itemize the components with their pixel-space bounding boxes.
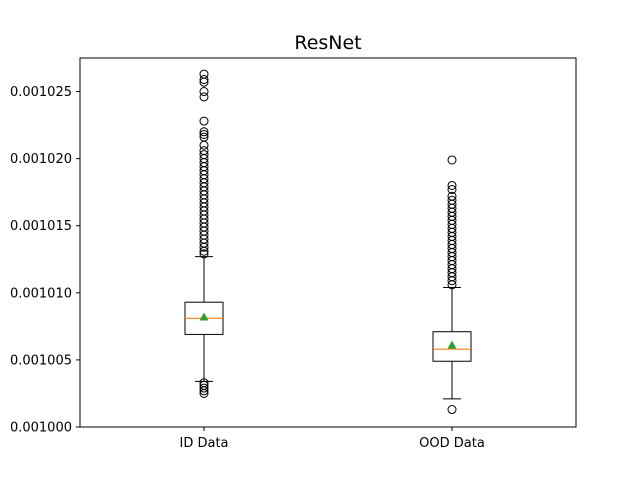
mean-marker	[199, 312, 209, 321]
outlier-point	[447, 180, 457, 190]
x-axis: ID Data OOD Data	[179, 427, 485, 451]
y-tick-label: 0.001015	[10, 219, 72, 234]
outlier-point	[199, 242, 209, 252]
axes-frame	[79, 57, 577, 428]
mean-marker	[447, 340, 457, 349]
outlier-point	[199, 92, 209, 102]
chart-title: ResNet	[294, 32, 361, 54]
plot-area	[184, 69, 472, 415]
outlier-point	[199, 140, 209, 150]
box-iqr	[432, 331, 472, 362]
x-tick-label: OOD Data	[419, 436, 485, 451]
x-tick-label: ID Data	[179, 436, 228, 451]
outlier-point	[199, 388, 209, 398]
outlier-point	[199, 116, 209, 126]
box-group	[432, 155, 472, 415]
outlier-point	[199, 77, 209, 87]
outlier-point	[199, 87, 209, 97]
box-group	[184, 69, 224, 398]
outlier-point	[447, 155, 457, 165]
outlier-point	[199, 246, 209, 256]
outlier-point	[199, 74, 209, 84]
y-tick-label: 0.001005	[10, 353, 72, 368]
outlier-point	[199, 383, 209, 393]
outlier-point	[199, 127, 209, 137]
y-tick-label: 0.001000	[10, 421, 72, 436]
outlier-point	[447, 405, 457, 415]
y-tick-label: 0.001010	[10, 286, 72, 301]
outlier-point	[199, 129, 209, 139]
y-axis: 0.001000 0.001005 0.001010 0.001015 0.001020…	[10, 85, 80, 436]
outlier-point	[447, 184, 457, 194]
y-tick-label: 0.001025	[10, 85, 72, 100]
outlier-point	[447, 280, 457, 290]
y-tick-label: 0.001020	[10, 152, 72, 167]
outlier-point	[199, 249, 209, 259]
outlier-point	[199, 386, 209, 396]
outlier-point	[447, 276, 457, 286]
